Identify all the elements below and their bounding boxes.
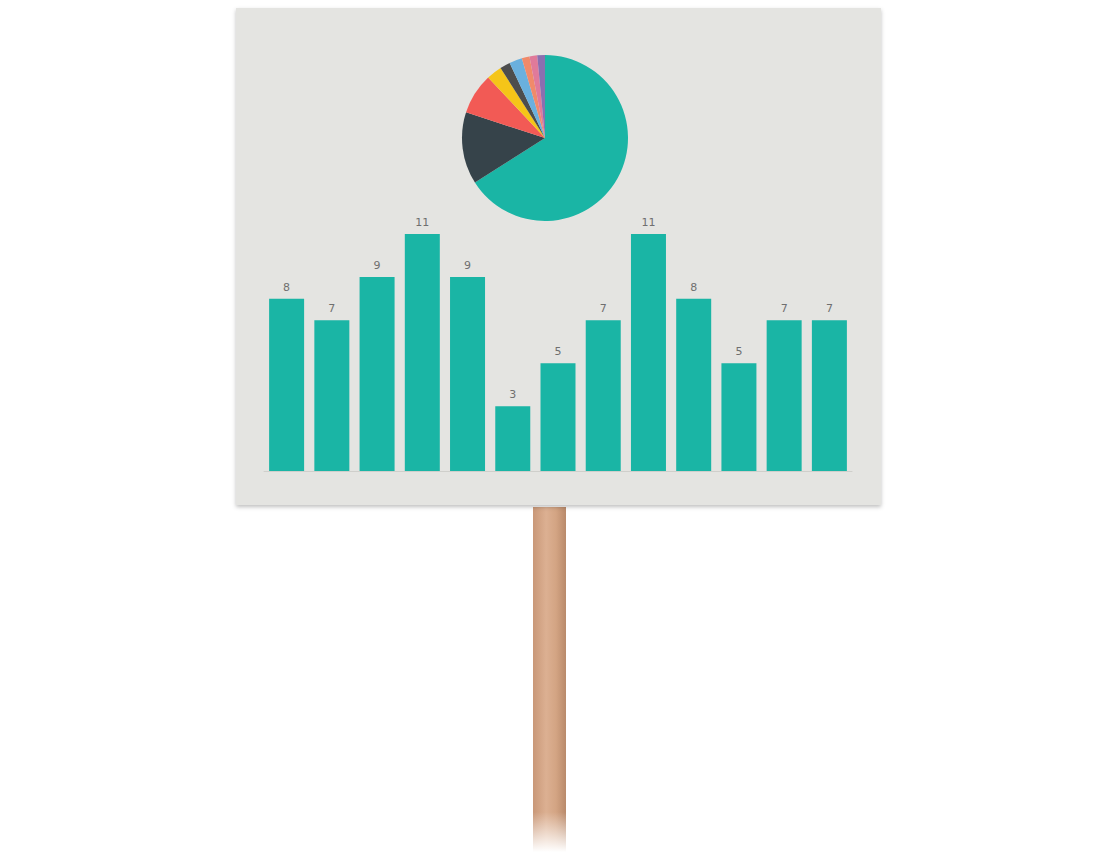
svg-text:9: 9: [374, 259, 381, 272]
svg-text:3: 3: [509, 388, 516, 401]
svg-text:8: 8: [690, 281, 697, 294]
svg-text:7: 7: [781, 302, 788, 315]
svg-text:7: 7: [826, 302, 833, 315]
svg-text:8: 8: [283, 281, 290, 294]
svg-text:5: 5: [555, 345, 562, 358]
svg-text:7: 7: [328, 302, 335, 315]
svg-text:11: 11: [641, 216, 655, 229]
svg-text:9: 9: [464, 259, 471, 272]
svg-text:5: 5: [735, 345, 742, 358]
svg-text:7: 7: [600, 302, 607, 315]
svg-text:11: 11: [415, 216, 429, 229]
